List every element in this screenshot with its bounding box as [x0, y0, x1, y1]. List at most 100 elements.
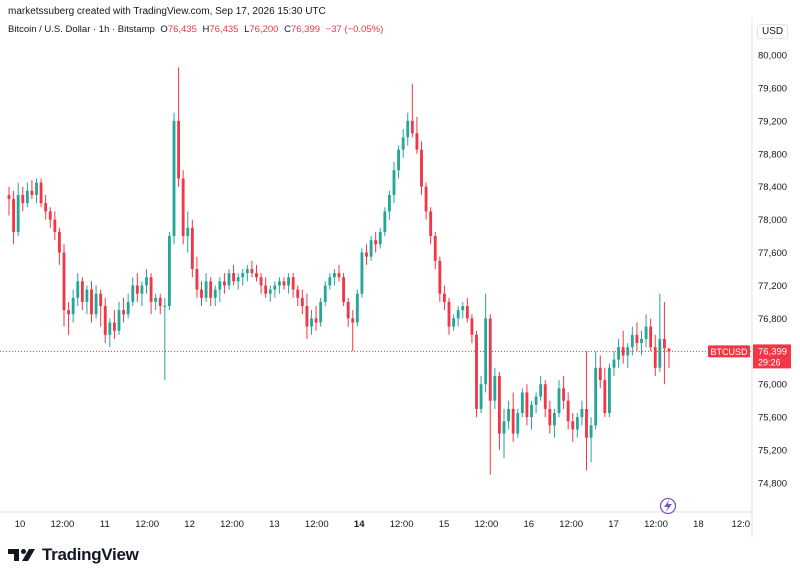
candle-body-up [630, 334, 634, 348]
candle-body-down [181, 178, 185, 237]
candle-body-down [585, 408, 588, 438]
symbol-legend: Bitcoin / U.S. Dollar · 1h · Bitstamp O7… [8, 24, 383, 35]
close-label: C [284, 24, 291, 35]
candle-body-down [158, 297, 162, 307]
candle-body-down [149, 277, 153, 302]
candle-body-down [30, 190, 34, 195]
candle-body-up [594, 367, 598, 426]
candle-body-up [131, 285, 135, 302]
candle-body-up [163, 306, 167, 308]
candle-body-down [342, 277, 346, 302]
tradingview-wordmark: TradingView [42, 545, 139, 564]
candle-body-down [351, 318, 355, 323]
candle-body-up [640, 338, 643, 344]
candle-body-up [507, 408, 511, 422]
candle-body-up [484, 318, 488, 385]
candle-body-down [653, 347, 657, 368]
candle-body-up [25, 190, 29, 204]
candle-body-down [67, 310, 71, 315]
candle-body-down [90, 289, 93, 315]
candle-body-down [12, 199, 16, 232]
symbol-tag-label: BTCUSD [710, 347, 748, 357]
y-tick-label: 77,200 [758, 281, 787, 292]
candle-body-down [566, 400, 570, 422]
candle-body-up [94, 293, 98, 315]
candle-body-up [172, 120, 176, 237]
chart-credit: marketssuberg created with TradingView.c… [8, 6, 326, 17]
candle-body-down [470, 318, 474, 335]
x-tick-label: 12:00 [390, 519, 414, 530]
candle-body-up [186, 227, 190, 237]
candle-body-down [112, 322, 116, 331]
candle-body-up [241, 273, 245, 278]
candle-body-up [332, 273, 336, 278]
candle-body-down [488, 318, 492, 401]
candle-body-up [378, 231, 382, 245]
candle-body-down [44, 203, 48, 212]
candle-body-up [355, 293, 359, 323]
candle-body-down [195, 269, 199, 290]
candle-body-down [447, 301, 451, 327]
candle-body-down [80, 281, 84, 302]
candle-body-down [465, 306, 469, 319]
last-price-label: 76,399 [758, 346, 787, 357]
candle-body-down [296, 289, 300, 298]
candle-body-up [213, 289, 217, 298]
candle-body-down [548, 408, 552, 426]
candle-body-up [369, 240, 373, 257]
candle-body-up [268, 289, 272, 294]
candle-body-up [310, 318, 313, 327]
candle-body-up [658, 338, 662, 368]
x-tick-label: 13 [269, 519, 280, 530]
x-tick-label: 17 [608, 519, 619, 530]
y-tick-label: 79,200 [758, 116, 787, 127]
candle-body-up [607, 367, 611, 414]
x-tick-label: 16 [524, 519, 535, 530]
candle-body-up [387, 194, 391, 212]
low-value: 76,200 [249, 24, 279, 35]
candle-body-down [21, 194, 25, 204]
tradingview-logo[interactable]: TradingView [8, 545, 139, 565]
candle-body-up [406, 120, 410, 138]
candle-body-up [580, 408, 584, 418]
low-label: L [244, 24, 250, 35]
x-tick-label: 12:00 [305, 519, 329, 530]
candle-body-up [493, 376, 497, 401]
y-tick-label: 78,800 [758, 149, 787, 160]
x-tick-label: 12:00 [475, 519, 499, 530]
candle-body-up [154, 297, 158, 302]
x-tick-label: 15 [439, 519, 450, 530]
candle-body-up [319, 301, 323, 323]
candle-body-up [108, 322, 112, 335]
open-value: 76,435 [167, 24, 197, 35]
symbol-name[interactable]: Bitcoin / U.S. Dollar · 1h · Bitstamp [8, 24, 155, 35]
y-tick-label: 77,600 [758, 248, 787, 259]
candle-body-up [277, 281, 281, 286]
candle-body-down [571, 421, 575, 430]
candle-body-down [264, 285, 268, 294]
candle-body-up [16, 194, 20, 232]
candle-body-down [177, 120, 181, 179]
x-tick-label: 12:00 [51, 519, 75, 530]
high-label: H [202, 24, 210, 35]
y-tick-label: 76,800 [758, 314, 787, 325]
candle-body-up [534, 396, 538, 405]
candle-body-down [635, 334, 639, 344]
candle-body-up [479, 384, 483, 409]
last-price-tag [753, 344, 791, 369]
currency-selector[interactable]: USD [757, 24, 789, 39]
candle-body-up [383, 211, 387, 232]
high-value: 76,435 [209, 24, 239, 35]
candle-body-up [452, 318, 456, 327]
candle-body-up [617, 347, 621, 360]
candle-body-down [511, 408, 515, 434]
change-value: −37 (−0.05%) [325, 24, 384, 35]
candle-body-down [300, 297, 304, 307]
candle-body-down [53, 219, 57, 232]
candle-body-up [287, 277, 291, 286]
candle-body-down [603, 380, 607, 414]
candle-body-down [337, 273, 341, 278]
candle-body-down [649, 326, 653, 348]
symbol-tag [708, 345, 750, 358]
